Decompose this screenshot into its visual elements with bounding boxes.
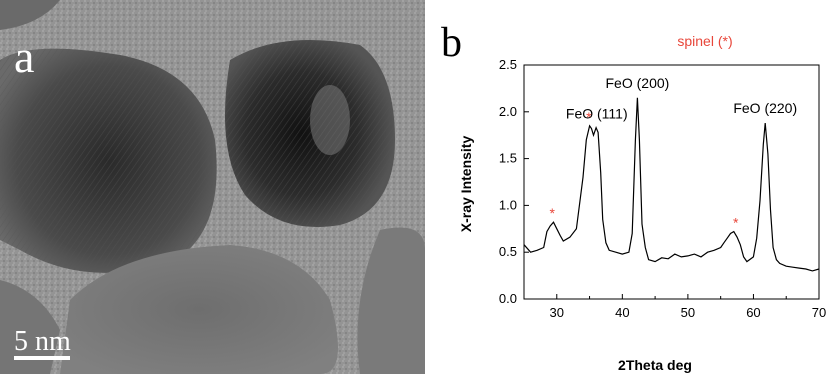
legend-spinel: spinel (*): [677, 33, 732, 49]
nanoparticle-bottom: [60, 245, 338, 374]
y-tick-label: 0.5: [499, 244, 517, 259]
x-tick-label: 60: [746, 305, 760, 320]
peak-annotation: FeO (220): [733, 100, 797, 116]
chart-axes: 30 40 50 60 70 0.0 0.5 1.0 1.5 2.0 2.5: [499, 57, 826, 320]
xrd-panel: b spinel (*) 30 40 50 60 70 0.0 0.5 1.0 1.5 2.0 2.…: [425, 0, 833, 374]
x-axis-label: 2Theta deg: [618, 357, 692, 373]
y-tick-label: 1.5: [499, 151, 517, 166]
y-tick-label: 0.0: [499, 291, 517, 306]
xrd-chart: b spinel (*) 30 40 50 60 70 0.0 0.5 1.0 1.5 2.0 2.…: [441, 20, 826, 373]
tem-micrograph-image: a 5 nm: [0, 0, 425, 374]
nanoparticle-bottom-right: [357, 227, 425, 374]
y-tick-label: 2.0: [499, 104, 517, 119]
scale-bar: [14, 356, 70, 360]
y-tick-label: 2.5: [499, 57, 517, 72]
plot-frame: [523, 64, 820, 300]
nanoparticle-bottom-left: [0, 280, 60, 374]
spinel-marker: *: [733, 215, 739, 231]
xrd-series-line: [523, 97, 820, 272]
panel-a-label: a: [14, 31, 34, 82]
y-axis-label: X-ray Intensity: [458, 136, 474, 233]
x-tick-label: 70: [812, 305, 826, 320]
tem-panel: a 5 nm: [0, 0, 425, 374]
x-tick-label: 50: [681, 305, 695, 320]
spinel-marker: *: [549, 205, 555, 221]
x-tick-label: 40: [615, 305, 629, 320]
chart-plot-area: FeO (111) FeO (200) FeO (220) * * *: [523, 75, 820, 272]
peak-annotation: FeO (111): [566, 106, 628, 122]
spinel-marker: *: [586, 109, 592, 125]
scale-bar-label: 5 nm: [14, 326, 71, 357]
x-tick-label: 30: [550, 305, 564, 320]
nanoparticle-top-left: [0, 0, 60, 30]
y-tick-label: 1.0: [499, 197, 517, 212]
panel-b-label: b: [441, 20, 462, 66]
peak-annotation: FeO (200): [606, 75, 670, 91]
